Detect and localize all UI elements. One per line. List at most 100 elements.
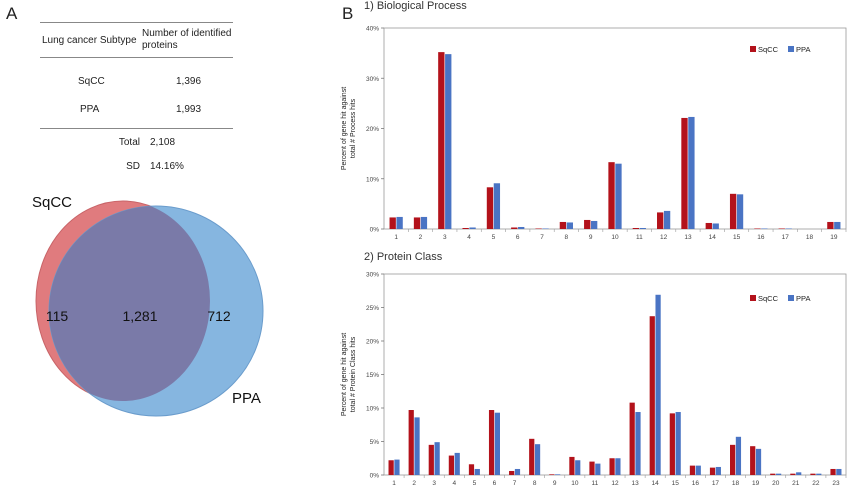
bar-sqcc [778, 228, 785, 229]
bar-sqcc [462, 227, 469, 229]
bar-sqcc [549, 474, 555, 475]
x-tick-label: 22 [812, 480, 820, 487]
bar-sqcc [589, 461, 595, 475]
x-tick-label: 15 [672, 480, 680, 487]
bar-ppa [715, 466, 721, 475]
y-tick-label: 10% [366, 406, 379, 413]
bar-ppa [454, 452, 460, 475]
legend-label-sqcc: SqCC [758, 45, 779, 54]
bar-ppa [836, 468, 842, 475]
bar-sqcc [830, 468, 836, 475]
bar-ppa [474, 468, 480, 475]
x-tick-label: 17 [712, 480, 720, 487]
bar-sqcc [448, 455, 455, 475]
chart-title-biological-process: 1) Biological Process [364, 0, 467, 12]
summary-total-label: Total [118, 136, 140, 148]
bar-sqcc [770, 473, 776, 475]
bar-sqcc [689, 465, 696, 475]
y-tick-label: 10% [366, 176, 379, 183]
bar-ppa [775, 473, 782, 475]
x-tick-label: 3 [432, 480, 436, 487]
legend-swatch-sqcc [750, 295, 756, 301]
x-tick-label: 19 [752, 480, 760, 487]
y-tick-label: 30% [366, 272, 379, 279]
bar-sqcc [709, 467, 716, 475]
subtype-rows: SqCC 1,396 PPA 1,993 [40, 58, 233, 128]
x-tick-label: 12 [611, 480, 619, 487]
bar-sqcc [584, 219, 591, 229]
legend-swatch-ppa [788, 295, 794, 301]
bar-ppa [542, 228, 549, 229]
y-tick-label: 30% [366, 76, 379, 83]
bar-sqcc [486, 187, 494, 229]
header-subtype: Lung cancer Subtype [42, 34, 137, 46]
bar-ppa [655, 294, 661, 475]
bar-sqcc [388, 460, 394, 475]
x-tick-label: 1 [394, 234, 398, 241]
table-row: SD 14.16% [40, 159, 233, 173]
bar-ppa [663, 210, 671, 229]
y-axis-label-line: Percent of gene hit against [341, 87, 348, 170]
bar-ppa [493, 183, 501, 229]
x-tick-label: 11 [636, 234, 643, 241]
x-tick-label: 23 [832, 480, 840, 487]
x-tick-label: 9 [589, 234, 593, 241]
table-top-rule [40, 22, 233, 23]
bar-ppa [566, 222, 573, 229]
bar-sqcc [389, 217, 396, 229]
row-count-ppa: 1,993 [176, 103, 202, 115]
bar-sqcc [608, 162, 615, 229]
bar-sqcc [649, 316, 655, 475]
legend-swatch-sqcc [750, 46, 756, 52]
x-tick-label: 13 [684, 234, 692, 241]
x-tick-label: 2 [419, 234, 423, 241]
x-tick-label: 4 [467, 234, 471, 241]
legend-label-sqcc: SqCC [758, 294, 779, 303]
x-tick-label: 14 [652, 480, 660, 487]
bar-sqcc [428, 444, 434, 475]
bar-ppa [494, 412, 501, 475]
bar-sqcc [569, 456, 575, 475]
x-tick-label: 18 [806, 234, 814, 241]
venn-overlap-count: 1,281 [122, 308, 157, 324]
table-bottom-rule [40, 128, 233, 129]
y-tick-label: 5% [370, 439, 380, 446]
bar-sqcc [669, 413, 675, 475]
bar-ppa [761, 228, 768, 229]
bar-ppa [420, 216, 428, 229]
row-subtype-ppa: PPA [80, 103, 100, 115]
x-tick-label: 9 [553, 480, 557, 487]
bar-ppa [695, 465, 701, 475]
x-tick-label: 19 [830, 234, 838, 241]
bar-sqcc [438, 52, 445, 230]
x-tick-label: 6 [493, 480, 497, 487]
x-tick-label: 10 [611, 234, 619, 241]
venn-label-ppa: PPA [232, 390, 261, 407]
biological-process-chart: 0% 10% 20% 30% 40% Percent of gene hit agains… [341, 26, 847, 241]
x-tick-label: 20 [772, 480, 780, 487]
venn-diagram: SqCC PPA 115 1,281 712 [32, 194, 264, 417]
summary-table: Lung cancer Subtype Number of identified… [40, 23, 233, 57]
x-tick-label: 2 [412, 480, 416, 487]
x-tick-label: 16 [757, 234, 765, 241]
y-tick-label: 0% [370, 227, 380, 234]
x-tick-label: 18 [732, 480, 740, 487]
bar-sqcc [488, 410, 495, 475]
bar-ppa [445, 54, 452, 229]
bar-sqcc [632, 227, 640, 229]
y-axis-label: Percent of gene hit against total # Proce… [341, 87, 357, 170]
bar-ppa [796, 472, 802, 475]
summary-rows: Total 2,108 SD 14.16% [40, 129, 233, 173]
bar-ppa [575, 460, 581, 475]
legend-swatch-ppa [788, 46, 794, 52]
bar-ppa [688, 116, 695, 229]
summary-sd-value: 14.16% [150, 160, 184, 172]
bar-sqcc [559, 221, 567, 229]
bar-ppa [590, 220, 598, 229]
venn-label-sqcc: SqCC [32, 194, 72, 211]
y-axis-label-line: Percent of gene hit against [341, 333, 348, 416]
bar-ppa [816, 473, 822, 475]
bar-sqcc [827, 221, 834, 229]
legend-label-ppa: PPA [796, 45, 810, 54]
bar-sqcc [609, 458, 615, 475]
